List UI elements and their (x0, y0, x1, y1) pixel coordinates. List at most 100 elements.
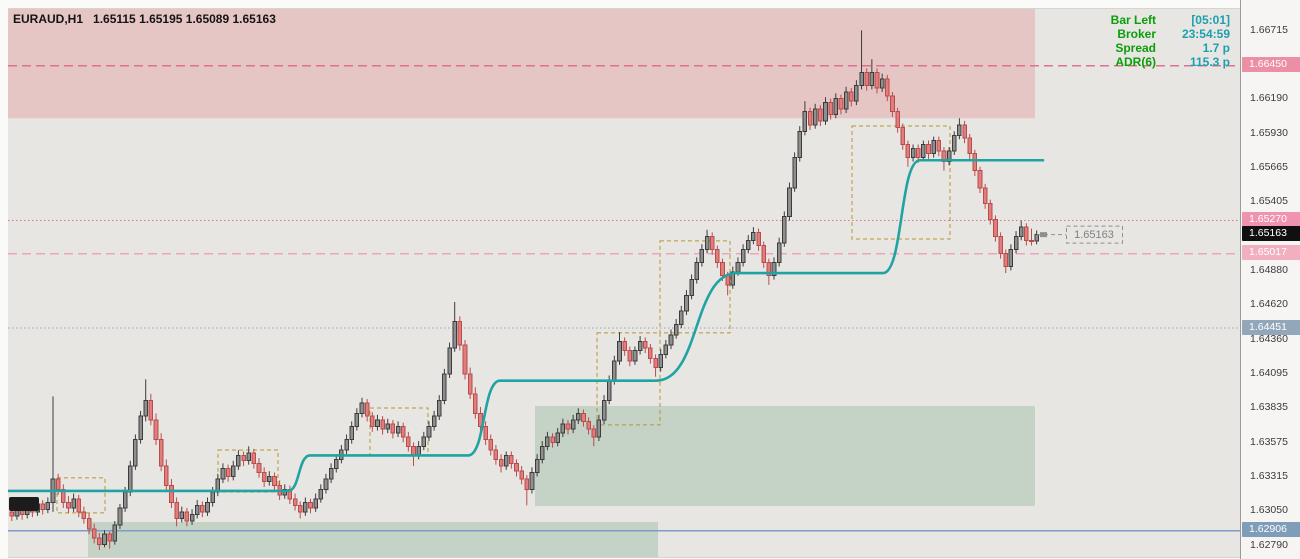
candle-body (864, 71, 870, 86)
candle-body (725, 275, 730, 286)
candle-body (653, 357, 658, 369)
candle-body (86, 517, 92, 530)
candle-body (843, 91, 849, 110)
candle-body (807, 111, 813, 126)
candle-body (632, 349, 638, 362)
candle-body (215, 478, 221, 493)
axis-price-badge: 1.65017 (1242, 245, 1300, 261)
candle-body (76, 498, 82, 513)
candle-body (416, 445, 421, 456)
candle-body (766, 262, 772, 277)
candle-body (318, 489, 324, 500)
axis-tick-label: 1.64095 (1250, 367, 1288, 380)
candle-body (519, 470, 524, 480)
candle-body (957, 124, 962, 136)
candle-body (550, 436, 555, 443)
candle-body (704, 235, 710, 250)
demand-zone-lower (88, 521, 658, 557)
candle-body (272, 475, 277, 487)
candle-body (735, 262, 741, 273)
axis-tick-label: 1.66190 (1250, 92, 1288, 105)
candle-body (297, 504, 303, 513)
candle-body (921, 143, 926, 159)
price-axis[interactable]: 1.66715 1.66190 1.65930 1.65665 1.65405 1.648… (1240, 0, 1300, 559)
candle-body (174, 502, 179, 519)
candle-body (267, 475, 272, 483)
info-value-spread: 1.7 p (1202, 41, 1230, 55)
candle-body (679, 310, 684, 325)
candle-body (143, 399, 148, 417)
candle-body (977, 170, 983, 189)
candle-body (694, 262, 700, 281)
candle-body (663, 344, 669, 355)
axis-price-badge: 1.64451 (1242, 319, 1300, 335)
candle-body (874, 71, 880, 89)
candle-body (483, 426, 488, 441)
axis-tick-label: 1.66715 (1250, 23, 1288, 36)
axis-tick-label: 1.64880 (1250, 264, 1288, 277)
candle-body (498, 458, 504, 467)
candle-body (164, 465, 169, 487)
info-label-broker: Broker (1117, 27, 1156, 41)
axis-price-badge: 1.65163 (1242, 226, 1300, 242)
candle-body (895, 111, 900, 128)
candle-body (158, 439, 164, 467)
candle-body (905, 143, 911, 159)
axis-tick-label: 1.65665 (1250, 161, 1288, 174)
candle-body (200, 504, 205, 513)
candle-body (673, 323, 679, 336)
candle-body (148, 399, 154, 421)
candle-body (910, 147, 916, 159)
candle-body (14, 510, 20, 517)
candle-body (838, 98, 844, 110)
candle-body (915, 147, 921, 159)
candle-body (1008, 248, 1014, 268)
candle-body (220, 468, 226, 480)
candle-body (493, 449, 499, 460)
candle-body (812, 108, 818, 126)
chart-area[interactable]: 1.65163 EURAUD,H1 1.65115 1.65195 1.65089… (8, 8, 1240, 558)
candle-body (730, 271, 736, 286)
axis-tick-label: 1.63575 (1250, 435, 1288, 448)
candle-body (473, 393, 478, 414)
candle-body (344, 439, 349, 451)
info-label-spread: Spread (1115, 41, 1156, 55)
candle-body (122, 491, 128, 509)
candle-body (189, 514, 195, 522)
candle-body (282, 489, 288, 496)
candle-body (642, 340, 648, 349)
step-trend-line (8, 158, 1045, 493)
candle-body (205, 502, 210, 513)
candle-body (715, 248, 720, 264)
candle-body (648, 347, 653, 359)
candle-body (756, 231, 761, 247)
candle-body (179, 511, 185, 519)
candle-body (1024, 226, 1029, 241)
candle-body (684, 294, 689, 312)
info-label-bar-left: Bar Left (1110, 13, 1156, 27)
candle-body (45, 502, 51, 510)
chart-title-ohlc: EURAUD,H1 1.65115 1.65195 1.65089 1.65163 (13, 12, 276, 26)
candle-body (848, 91, 854, 102)
candle-body (869, 71, 875, 86)
candle-body (241, 454, 246, 462)
candle-body (447, 347, 452, 375)
axis-tick-label: 1.64360 (1250, 332, 1288, 345)
candle-body (936, 140, 942, 152)
supply-zone (8, 9, 1035, 119)
candle-body (591, 428, 597, 438)
ohlc-values: 1.65115 1.65195 1.65089 1.65163 (93, 12, 276, 26)
pattern-box (217, 449, 279, 493)
candle-body (40, 503, 46, 510)
candle-body (962, 124, 967, 139)
candle-body (431, 415, 437, 428)
axis-tick-label: 1.65930 (1250, 126, 1288, 139)
candle-body (576, 412, 581, 421)
candle-body (359, 402, 365, 414)
candle-body (792, 157, 797, 189)
candle-body (256, 462, 262, 474)
info-row: Bar Left [05:01] (1111, 13, 1230, 27)
candle-body (467, 373, 473, 395)
candle-body (9, 511, 15, 517)
candle-body (622, 340, 627, 351)
